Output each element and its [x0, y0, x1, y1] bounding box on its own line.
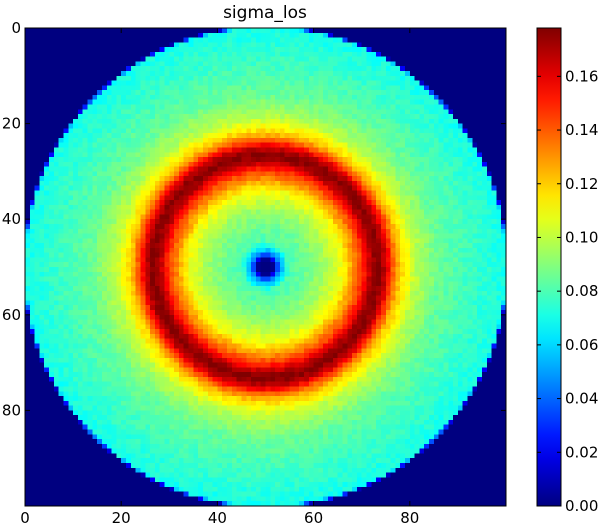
x-tick-label: 20 [112, 509, 131, 524]
x-tick-label: 0 [20, 509, 30, 524]
y-axis: 0 20 40 60 80 [2, 19, 506, 419]
colorbar-tick-label: 0.00 [565, 497, 598, 515]
colorbar-tick-label: 0.16 [565, 67, 598, 85]
y-tick-label: 20 [2, 115, 21, 133]
heatmap-image [25, 28, 506, 506]
x-tick-label: 80 [400, 509, 419, 524]
colorbar-tick-label: 0.14 [565, 121, 598, 139]
colorbar-tick-label: 0.04 [565, 390, 598, 408]
colorbar-axis: 0.00 0.02 0.04 0.06 0.08 0.10 0.12 0.14 0.16 [537, 67, 598, 515]
colorbar-tick-label: 0.10 [565, 228, 598, 246]
y-tick-label: 60 [2, 306, 21, 324]
x-tick-label: 60 [304, 509, 323, 524]
colorbar-tick-label: 0.08 [565, 282, 598, 300]
colorbar [536, 27, 562, 507]
chart-title: sigma_los [223, 3, 307, 23]
y-tick-label: 0 [11, 19, 21, 37]
x-tick-label: 40 [208, 509, 227, 524]
colorbar-tick-label: 0.02 [565, 443, 598, 461]
x-axis: 0 20 40 60 80 [20, 28, 419, 524]
y-tick-label: 80 [2, 401, 21, 419]
plot-frame [24, 27, 507, 507]
colorbar-tick-label: 0.06 [565, 336, 598, 354]
y-tick-label: 40 [2, 210, 21, 228]
colorbar-tick-label: 0.12 [565, 175, 598, 193]
